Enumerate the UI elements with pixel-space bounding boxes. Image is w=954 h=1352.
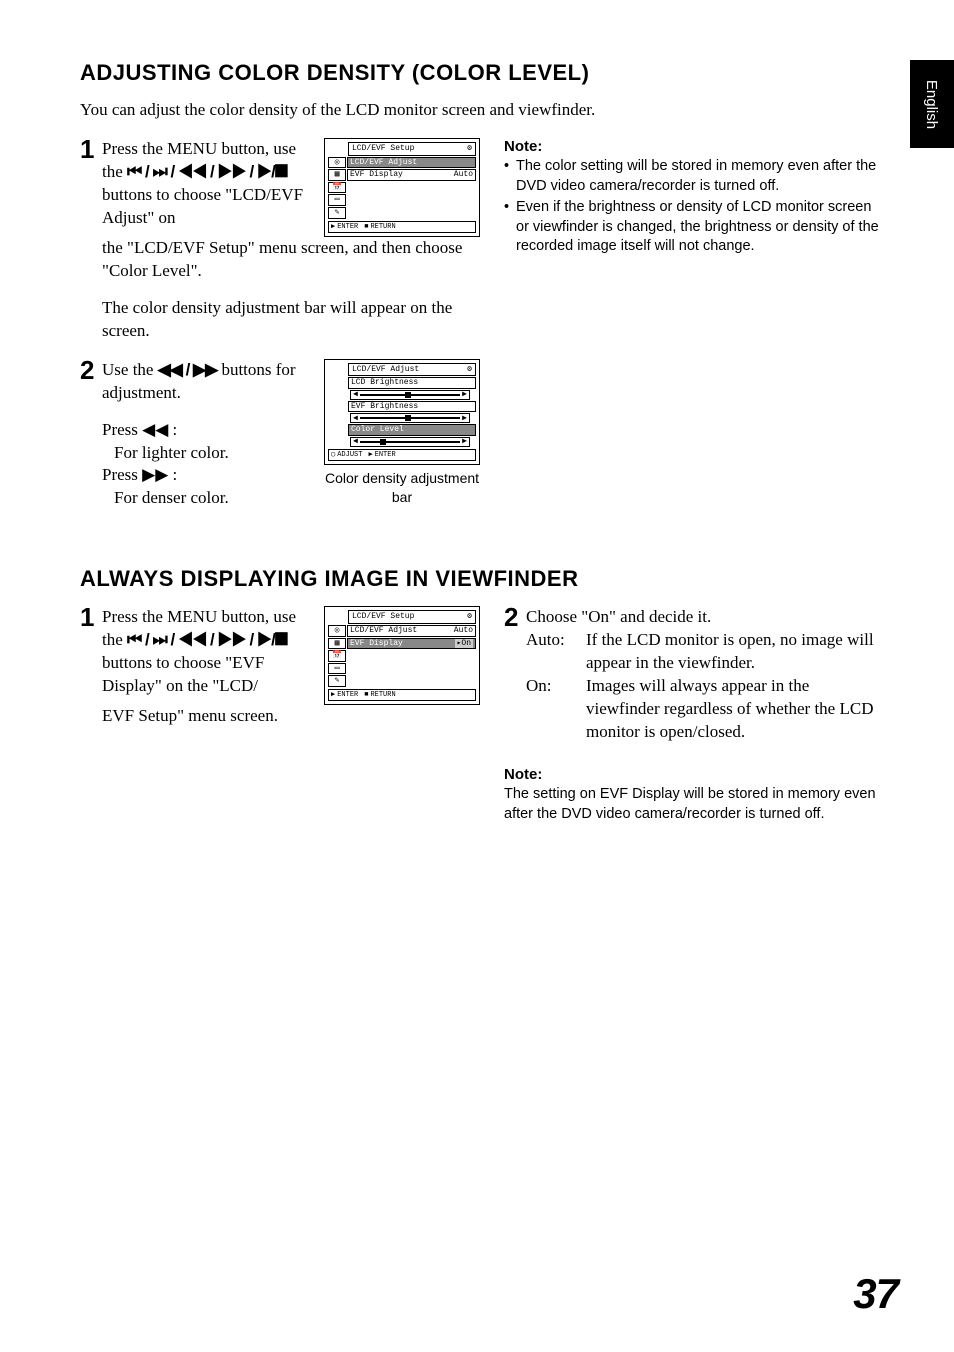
step1-text-d: the "LCD/EVF Setup" menu screen, and the… (102, 237, 480, 283)
step-number: 1 (80, 132, 94, 167)
section-viewfinder: ALWAYS DISPLAYING IMAGE IN VIEWFINDER 1 … (80, 566, 898, 824)
section2-heading: ALWAYS DISPLAYING IMAGE IN VIEWFINDER (80, 566, 898, 592)
diagram-lcd-evf-setup: LCD/EVF Setup⚙ ◎LCD/EVF Adjust ▦EVF Disp… (324, 138, 480, 237)
rewind-forward-icons: ◀◀ / ▶▶ (158, 360, 217, 379)
note-heading: Note: (504, 766, 884, 783)
diag3-title: LCD/EVF Setup (352, 612, 414, 622)
page-number: 37 (853, 1270, 898, 1318)
s2-step1-text-b: buttons to choose "EVF Display" on the "… (102, 653, 264, 695)
note-item: Even if the brightness or density of LCD… (504, 198, 884, 257)
section1-intro: You can adjust the color density of the … (80, 100, 898, 120)
diag1-row2l: EVF Display (350, 170, 403, 180)
s2-step1-text-c: EVF Setup" menu screen. (102, 705, 480, 728)
note-item: The color setting will be stored in memo… (504, 157, 884, 196)
nav-icons: ⏮ / ⏭ / ◀◀ / ▶▶ / ▶/❚❚ (127, 162, 287, 181)
step2-text-a: Use the (102, 360, 158, 379)
section1-heading: ADJUSTING COLOR DENSITY (COLOR LEVEL) (80, 60, 898, 86)
language-tab-label: English (924, 79, 941, 128)
diag1-row2v: Auto (454, 170, 473, 180)
section1-step2: 2 Use the ◀◀ / ▶▶ buttons for adjustment… (80, 359, 480, 511)
press-lighter-text: For lighter color. (102, 442, 312, 465)
option-auto-text: If the LCD monitor is open, no image wil… (586, 629, 884, 675)
step1-text-e: The color density adjustment bar will ap… (102, 297, 480, 343)
diag2-row1: LCD Brightness (351, 378, 418, 388)
language-tab: English (910, 60, 954, 148)
press-denser-label: Press ▶▶ : (102, 464, 312, 487)
section2-step1: 1 Press the MENU button, use the ⏮ / ⏭ /… (80, 606, 480, 728)
s2-step2-text: Choose "On" and decide it. (526, 606, 884, 629)
section2-step2: 2 Choose "On" and decide it. Auto: If th… (504, 606, 884, 744)
section1-step1: 1 Press the MENU button, use the ⏮ / ⏭ /… (80, 138, 480, 343)
step1-text-c: buttons to choose "LCD/EVF Adjust" on (102, 185, 303, 227)
diag3-row1v: Auto (454, 626, 473, 636)
option-on-label: On: (526, 675, 586, 744)
diag3-row1l: LCD/EVF Adjust (350, 626, 417, 636)
press-denser-text: For denser color. (102, 487, 312, 510)
diag2-row3: Color Level (351, 425, 404, 435)
note-text: The setting on EVF Display will be store… (504, 785, 884, 824)
diag2-row2: EVF Brightness (351, 402, 418, 412)
step-number: 1 (80, 600, 94, 635)
section-color-density: ADJUSTING COLOR DENSITY (COLOR LEVEL) Yo… (80, 60, 898, 526)
diag2-title: LCD/EVF Adjust (352, 365, 419, 375)
step-number: 2 (80, 353, 94, 388)
diag1-title: LCD/EVF Setup (352, 144, 414, 154)
option-on-text: Images will always appear in the viewfin… (586, 675, 884, 744)
option-auto-label: Auto: (526, 629, 586, 675)
diagram-evf-display: LCD/EVF Setup⚙ ◎LCD/EVF AdjustAuto ▦EVF … (324, 606, 480, 705)
diagram2-caption: Color density adjustment bar (324, 469, 480, 507)
diag3-row2l: EVF Display (350, 639, 403, 649)
diag1-row1: LCD/EVF Adjust (350, 158, 417, 168)
note-heading: Note: (504, 138, 884, 155)
diag3-row2v: On (461, 639, 471, 648)
step-number: 2 (504, 600, 518, 635)
nav-icons: ⏮ / ⏭ / ◀◀ / ▶▶ / ▶/❚❚ (127, 630, 287, 649)
press-lighter-label: Press ◀◀ : (102, 419, 312, 442)
diagram-lcd-evf-adjust: LCD/EVF Adjust⚙ LCD Brightness ◀▶ EVF Br… (324, 359, 480, 508)
note-list: The color setting will be stored in memo… (504, 157, 884, 257)
